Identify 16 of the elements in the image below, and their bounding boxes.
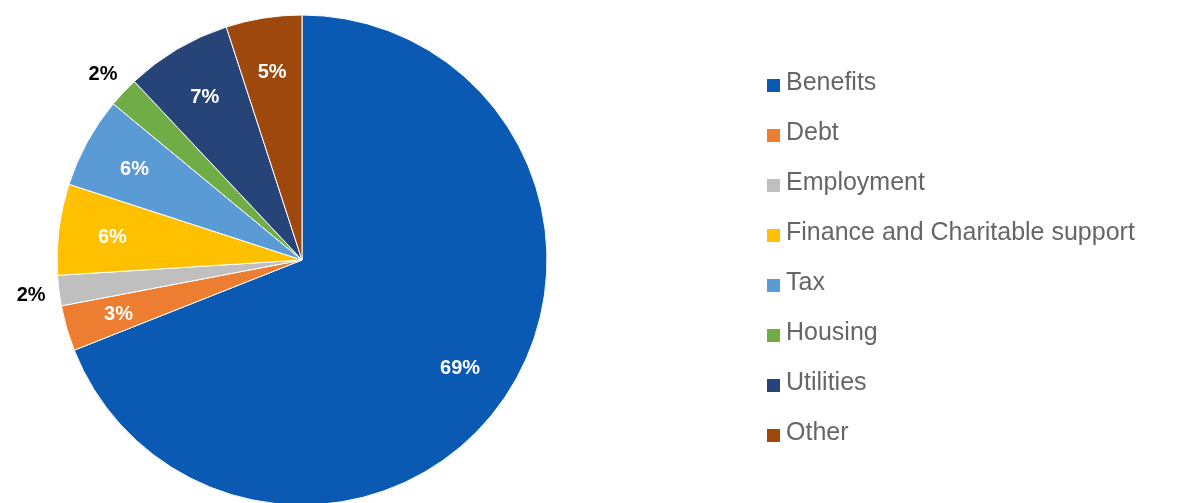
- legend-label: Benefits: [786, 66, 877, 95]
- legend-label: Employment: [786, 166, 925, 195]
- data-label: 6%: [97, 225, 128, 248]
- legend-label: Debt: [786, 116, 839, 145]
- data-label: 3%: [104, 302, 134, 325]
- data-label: 7%: [190, 84, 220, 107]
- data-label: 2%: [88, 62, 118, 85]
- data-label: 2%: [16, 283, 46, 306]
- data-label: 69%: [440, 356, 481, 379]
- legend-label: Finance and Charitable support: [786, 216, 1135, 245]
- legend-label: Tax: [786, 266, 825, 295]
- legend-label: Other: [786, 416, 849, 445]
- data-label: 5%: [257, 60, 287, 83]
- legend-label: Utilities: [786, 366, 867, 395]
- legend-label: Housing: [786, 316, 878, 345]
- data-label: 6%: [120, 156, 150, 179]
